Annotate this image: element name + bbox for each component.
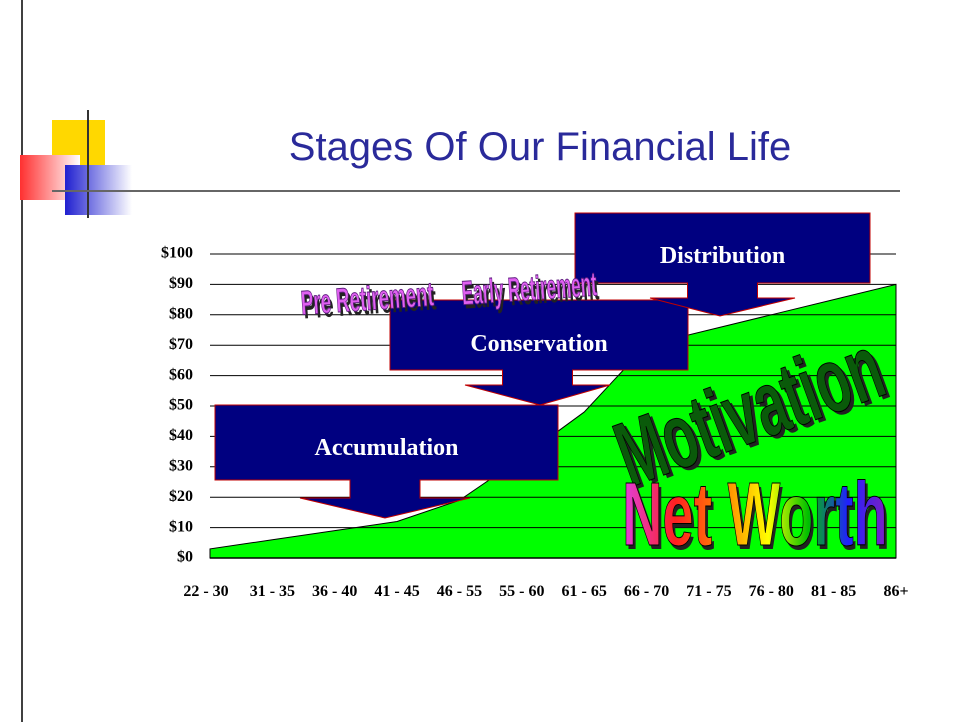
x-tick-label: 46 - 55 xyxy=(436,583,483,600)
x-tick-label: 76 - 80 xyxy=(748,583,794,600)
word-art-text: Net Worth xyxy=(622,463,887,564)
x-tick-label: 41 - 45 xyxy=(374,583,420,600)
word-art-text: Pre Retirement xyxy=(300,274,435,322)
x-tick-label: 55 - 60 xyxy=(499,583,545,600)
area xyxy=(209,283,897,559)
y-tick-label: $90 xyxy=(169,275,193,292)
x-tick-label: 81 - 85 xyxy=(810,583,857,600)
y-tick-label: $20 xyxy=(169,488,193,505)
x-tick-label: 31 - 35 xyxy=(249,583,296,600)
x-tick-label: 61 - 65 xyxy=(561,583,607,600)
y-tick-label: $10 xyxy=(169,518,193,535)
y-tick-label: $70 xyxy=(169,336,193,353)
x-tick-label: 86+ xyxy=(883,583,909,600)
word-art-text: Early Retirement xyxy=(461,265,598,312)
y-tick-label: $30 xyxy=(169,457,193,474)
chart-title: Stages Of Our Financial Life xyxy=(289,125,791,169)
x-tick-label: 71 - 75 xyxy=(686,583,732,600)
stage-label: Distribution xyxy=(660,243,785,269)
stage-label: Accumulation xyxy=(315,435,459,461)
stage-label: Conservation xyxy=(470,331,607,357)
slide-border xyxy=(21,0,23,722)
x-tick-label: 36 - 40 xyxy=(312,583,358,600)
y-tick-label: $60 xyxy=(169,366,193,383)
stage-arrow xyxy=(574,212,871,317)
x-tick-label: 22 - 30 xyxy=(183,583,229,600)
y-tick-label: $50 xyxy=(169,397,193,414)
stage-arrow xyxy=(214,404,559,519)
y-tick-label: $80 xyxy=(169,305,193,322)
x-tick-label: 66 - 70 xyxy=(623,583,670,600)
word-art-shadow: Net Worth xyxy=(625,467,890,568)
y-tick-label: $100 xyxy=(161,245,193,262)
y-tick-label: $40 xyxy=(169,427,193,444)
y-tick-label: $0 xyxy=(177,549,193,566)
stage-arrow xyxy=(389,299,689,406)
word-art-shadow: Early Retirement xyxy=(463,269,600,316)
word-art-shadow: Pre Retirement xyxy=(302,278,437,326)
